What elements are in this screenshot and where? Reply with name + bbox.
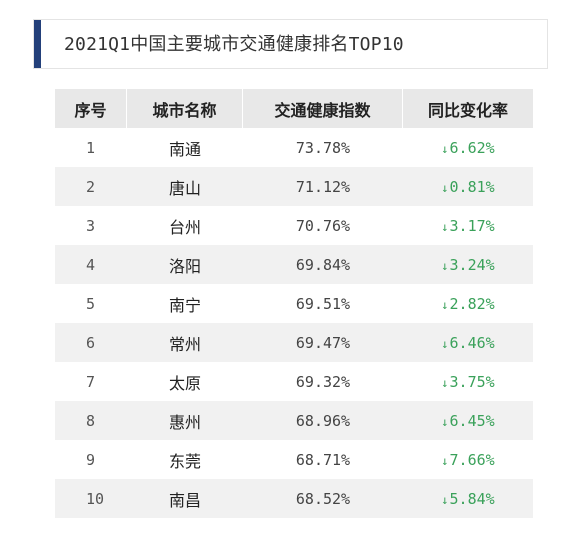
table-row: 6 常州 69.47% ↓6.46% — [55, 323, 533, 362]
change-value: 6.62% — [449, 138, 495, 157]
change-value: 6.45% — [449, 411, 495, 430]
change-cell: ↓3.75% — [403, 362, 533, 401]
down-arrow-icon: ↓ — [441, 414, 449, 429]
rank-cell: 7 — [55, 362, 127, 401]
index-cell: 70.76% — [243, 206, 403, 245]
index-cell: 68.96% — [243, 401, 403, 440]
table-row: 9 东莞 68.71% ↓7.66% — [55, 440, 533, 479]
title-accent-bar — [34, 20, 41, 68]
table-header-row: 序号 城市名称 交通健康指数 同比变化率 — [55, 89, 533, 128]
down-arrow-icon: ↓ — [441, 336, 449, 351]
change-cell: ↓6.46% — [403, 323, 533, 362]
header-city: 城市名称 — [127, 89, 243, 128]
table-row: 4 洛阳 69.84% ↓3.24% — [55, 245, 533, 284]
index-cell: 68.52% — [243, 479, 403, 518]
index-cell: 69.32% — [243, 362, 403, 401]
index-cell: 71.12% — [243, 167, 403, 206]
change-value: 3.17% — [449, 216, 495, 235]
table-row: 8 惠州 68.96% ↓6.45% — [55, 401, 533, 440]
city-cell: 唐山 — [127, 167, 243, 206]
down-arrow-icon: ↓ — [441, 219, 449, 234]
down-arrow-icon: ↓ — [441, 180, 449, 195]
index-cell: 73.78% — [243, 128, 403, 167]
down-arrow-icon: ↓ — [441, 258, 449, 273]
down-arrow-icon: ↓ — [441, 141, 449, 156]
city-cell: 东莞 — [127, 440, 243, 479]
change-value: 0.81% — [449, 177, 495, 196]
rank-cell: 10 — [55, 479, 127, 518]
table-row: 7 太原 69.32% ↓3.75% — [55, 362, 533, 401]
city-cell: 台州 — [127, 206, 243, 245]
rank-cell: 1 — [55, 128, 127, 167]
header-index: 交通健康指数 — [243, 89, 403, 128]
change-cell: ↓0.81% — [403, 167, 533, 206]
rank-cell: 2 — [55, 167, 127, 206]
page-title: 2021Q1中国主要城市交通健康排名TOP10 — [64, 34, 404, 55]
city-cell: 南宁 — [127, 284, 243, 323]
rank-cell: 9 — [55, 440, 127, 479]
header-rank: 序号 — [55, 89, 127, 128]
table-row: 1 南通 73.78% ↓6.62% — [55, 128, 533, 167]
table-row: 10 南昌 68.52% ↓5.84% — [55, 479, 533, 518]
down-arrow-icon: ↓ — [441, 297, 449, 312]
header-change: 同比变化率 — [403, 89, 533, 128]
change-value: 3.75% — [449, 372, 495, 391]
index-cell: 69.51% — [243, 284, 403, 323]
change-value: 6.46% — [449, 333, 495, 352]
change-value: 5.84% — [449, 489, 495, 508]
rank-cell: 4 — [55, 245, 127, 284]
table-row: 2 唐山 71.12% ↓0.81% — [55, 167, 533, 206]
change-cell: ↓5.84% — [403, 479, 533, 518]
city-cell: 惠州 — [127, 401, 243, 440]
index-cell: 69.84% — [243, 245, 403, 284]
city-cell: 南昌 — [127, 479, 243, 518]
city-cell: 南通 — [127, 128, 243, 167]
table-row: 3 台州 70.76% ↓3.17% — [55, 206, 533, 245]
rank-cell: 3 — [55, 206, 127, 245]
title-box: 2021Q1中国主要城市交通健康排名TOP10 — [33, 19, 548, 69]
change-cell: ↓3.24% — [403, 245, 533, 284]
table-row: 5 南宁 69.51% ↓2.82% — [55, 284, 533, 323]
change-cell: ↓7.66% — [403, 440, 533, 479]
down-arrow-icon: ↓ — [441, 453, 449, 468]
rank-cell: 6 — [55, 323, 127, 362]
city-cell: 洛阳 — [127, 245, 243, 284]
change-cell: ↓6.45% — [403, 401, 533, 440]
rank-cell: 8 — [55, 401, 127, 440]
city-cell: 常州 — [127, 323, 243, 362]
change-value: 7.66% — [449, 450, 495, 469]
ranking-table: 序号 城市名称 交通健康指数 同比变化率 1 南通 73.78% ↓6.62% … — [55, 89, 533, 518]
down-arrow-icon: ↓ — [441, 375, 449, 390]
change-cell: ↓6.62% — [403, 128, 533, 167]
change-cell: ↓2.82% — [403, 284, 533, 323]
rank-cell: 5 — [55, 284, 127, 323]
index-cell: 69.47% — [243, 323, 403, 362]
city-cell: 太原 — [127, 362, 243, 401]
change-value: 2.82% — [449, 294, 495, 313]
change-cell: ↓3.17% — [403, 206, 533, 245]
change-value: 3.24% — [449, 255, 495, 274]
index-cell: 68.71% — [243, 440, 403, 479]
down-arrow-icon: ↓ — [441, 492, 449, 507]
